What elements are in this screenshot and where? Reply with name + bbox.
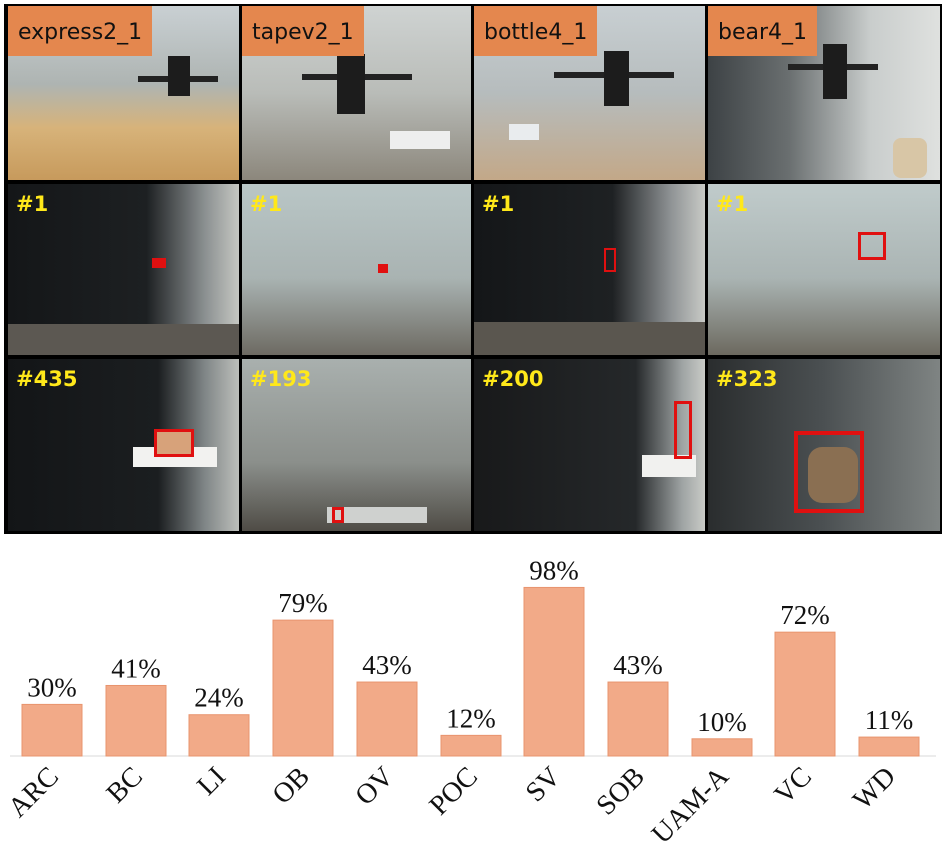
target-bounding-box xyxy=(154,429,194,457)
bar-value-label: 43% xyxy=(362,650,412,680)
bar-vc xyxy=(774,631,836,757)
bar-value-label: 41% xyxy=(111,653,161,683)
tile-first-frame-2: #1 xyxy=(242,184,471,355)
bar-sob xyxy=(607,681,669,757)
tile-later-frame-3: #200 xyxy=(474,359,705,531)
bar-value-label: 43% xyxy=(613,650,663,680)
bar-poc xyxy=(440,734,502,757)
x-tick-label: WD xyxy=(847,761,902,816)
x-tick-label: OV xyxy=(349,761,400,812)
bar-value-label: 10% xyxy=(697,707,747,737)
bar-value-label: 12% xyxy=(446,703,496,733)
bar-value-label: 30% xyxy=(27,672,77,702)
attribute-bar-chart: 30% 41% 24% 79% 43% 12% 98% 43% 10% 72% 11% ARC BC L… xyxy=(2,555,936,850)
target-bounding-box xyxy=(794,431,864,513)
bar-value-label: 72% xyxy=(780,600,830,630)
sequence-label: bear4_1 xyxy=(708,6,818,56)
x-tick-label: SV xyxy=(520,761,567,808)
bar-wd xyxy=(858,736,920,757)
bar-li xyxy=(188,714,250,757)
frame-number: #323 xyxy=(716,367,778,391)
tile-first-frame-1: #1 xyxy=(8,184,239,355)
x-tick-label: VC xyxy=(769,761,818,810)
x-tick-label: BC xyxy=(101,761,149,809)
tile-first-frame-4: #1 xyxy=(708,184,940,355)
bar-sv xyxy=(523,586,585,757)
x-tick-label: POC xyxy=(424,761,484,821)
image-grid: express2_1 tapev2_1 bottle4_1 bear4_1 #1… xyxy=(4,4,942,534)
bar-value-label: 24% xyxy=(194,683,244,713)
frame-number: #200 xyxy=(482,367,544,391)
bar-ov xyxy=(356,681,418,757)
x-tick-label: UAM-A xyxy=(646,760,736,850)
x-tick-label: SOB xyxy=(591,761,651,821)
tile-overview-3: bottle4_1 xyxy=(474,6,705,180)
sequence-label: bottle4_1 xyxy=(474,6,598,56)
bar-ob xyxy=(272,619,334,757)
tile-overview-1: express2_1 xyxy=(8,6,239,180)
tile-overview-4: bear4_1 xyxy=(708,6,940,180)
target-bounding-box xyxy=(604,248,616,272)
tile-later-frame-2: #193 xyxy=(242,359,471,531)
target-bounding-box xyxy=(332,507,344,523)
frame-number: #1 xyxy=(250,192,283,216)
target-bounding-box xyxy=(674,401,692,459)
bar-value-label: 11% xyxy=(865,705,914,735)
target-bounding-box xyxy=(378,264,388,273)
bar-bc xyxy=(105,684,167,757)
bar-value-label: 98% xyxy=(529,555,579,585)
tile-first-frame-3: #1 xyxy=(474,184,705,355)
frame-number: #1 xyxy=(16,192,49,216)
bar-uam-a xyxy=(691,738,753,757)
x-tick-label: OB xyxy=(267,761,316,810)
target-bounding-box xyxy=(152,258,166,268)
sequence-label: tapev2_1 xyxy=(242,6,364,56)
bar-value-label: 79% xyxy=(278,588,328,618)
tile-later-frame-4: #323 xyxy=(708,359,940,531)
target-bounding-box xyxy=(858,232,886,260)
sequence-label: express2_1 xyxy=(8,6,153,56)
bar-arc xyxy=(21,703,83,757)
tile-overview-2: tapev2_1 xyxy=(242,6,471,180)
x-tick-label: ARC xyxy=(2,761,65,824)
tile-later-frame-1: #435 xyxy=(8,359,239,531)
frame-number: #193 xyxy=(250,367,312,391)
frame-number: #1 xyxy=(482,192,515,216)
frame-number: #435 xyxy=(16,367,78,391)
x-tick-label: LI xyxy=(191,761,232,802)
frame-number: #1 xyxy=(716,192,749,216)
